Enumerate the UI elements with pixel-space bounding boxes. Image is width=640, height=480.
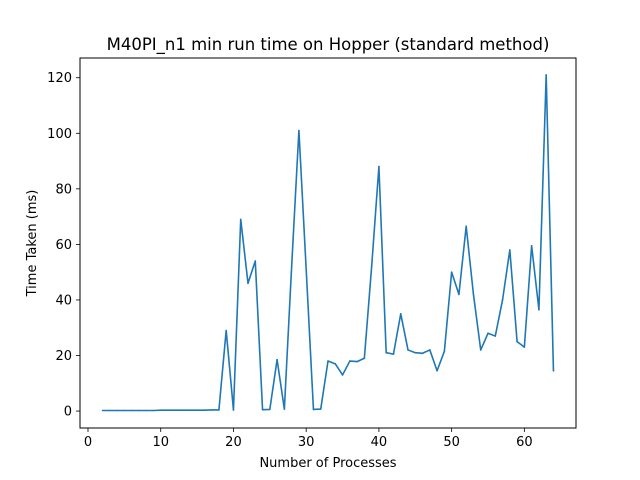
x-tick-label: 30 bbox=[298, 435, 315, 450]
data-point bbox=[305, 268, 307, 271]
y-tick-label: 0 bbox=[64, 405, 72, 420]
y-tick-label: 120 bbox=[47, 71, 72, 86]
data-point bbox=[261, 408, 264, 411]
data-point bbox=[392, 353, 395, 355]
data-point bbox=[159, 409, 162, 412]
data-point bbox=[138, 409, 140, 412]
x-tick-label: 0 bbox=[84, 435, 92, 450]
data-point bbox=[116, 409, 118, 412]
axes-frame bbox=[79, 57, 577, 429]
data-point bbox=[298, 129, 300, 132]
data-point bbox=[181, 409, 184, 412]
data-point bbox=[218, 409, 220, 411]
data-point bbox=[152, 409, 155, 412]
data-point bbox=[465, 225, 467, 228]
data-point bbox=[523, 346, 526, 348]
data-point bbox=[450, 271, 453, 273]
x-tick-label: 40 bbox=[371, 435, 388, 450]
chart-title: M40PI_n1 min run time on Hopper (standar… bbox=[107, 35, 550, 55]
data-point bbox=[290, 265, 293, 268]
data-point bbox=[196, 409, 198, 412]
data-point bbox=[385, 351, 387, 354]
data-point bbox=[530, 244, 533, 247]
data-point bbox=[516, 340, 518, 343]
data-point bbox=[247, 282, 249, 285]
data-point bbox=[174, 409, 177, 412]
data-point bbox=[210, 409, 213, 411]
series-line bbox=[102, 74, 555, 412]
x-axis-label: Number of Processes bbox=[259, 456, 396, 471]
y-tick-label: 60 bbox=[55, 238, 72, 253]
data-point bbox=[327, 360, 329, 362]
data-point bbox=[545, 74, 547, 76]
y-axis-label: Time Taken (ms) bbox=[25, 190, 40, 298]
data-point bbox=[436, 369, 438, 372]
data-point bbox=[254, 260, 257, 262]
x-tick-label: 50 bbox=[443, 435, 460, 450]
data-point bbox=[429, 349, 431, 351]
y-tick-label: 40 bbox=[55, 293, 72, 308]
data-point bbox=[494, 335, 497, 337]
data-point bbox=[407, 349, 409, 351]
data-point bbox=[363, 357, 366, 360]
data-point bbox=[501, 299, 504, 301]
data-point bbox=[479, 349, 482, 351]
data-point bbox=[167, 409, 169, 412]
y-tick-label: 80 bbox=[55, 182, 72, 197]
data-point bbox=[378, 165, 380, 168]
data-point bbox=[239, 218, 242, 221]
data-point bbox=[269, 408, 271, 411]
data-point bbox=[232, 409, 235, 411]
data-point bbox=[399, 313, 402, 315]
data-point bbox=[552, 369, 555, 372]
data-point bbox=[334, 363, 337, 365]
x-tick-label: 20 bbox=[225, 435, 242, 450]
data-point bbox=[145, 409, 147, 412]
data-point bbox=[538, 308, 540, 311]
x-tick-label: 60 bbox=[516, 435, 533, 450]
y-axis: 0 20 40 60 80 100 120 bbox=[47, 71, 80, 420]
data-point bbox=[414, 351, 417, 354]
x-axis: 0 10 20 30 40 50 60 bbox=[84, 428, 533, 450]
data-point bbox=[203, 409, 206, 412]
data-point bbox=[130, 409, 133, 412]
data-point bbox=[349, 360, 351, 362]
data-point bbox=[109, 409, 111, 412]
data-point bbox=[276, 358, 278, 361]
data-point bbox=[225, 329, 227, 332]
data-point bbox=[458, 293, 460, 296]
data-point bbox=[189, 409, 191, 412]
data-point bbox=[421, 352, 424, 355]
data-point bbox=[283, 408, 286, 410]
data-point bbox=[370, 265, 373, 268]
data-point bbox=[509, 249, 511, 251]
data-point bbox=[312, 408, 315, 411]
y-tick-label: 20 bbox=[55, 349, 72, 364]
data-point bbox=[101, 409, 104, 412]
data-point bbox=[443, 350, 446, 353]
x-tick-label: 10 bbox=[152, 435, 169, 450]
data-point bbox=[341, 374, 344, 376]
data-point bbox=[487, 332, 489, 335]
plot-area bbox=[101, 74, 555, 412]
data-point bbox=[356, 360, 358, 363]
data-point bbox=[123, 409, 126, 412]
y-tick-label: 100 bbox=[47, 127, 72, 142]
data-point bbox=[472, 293, 475, 296]
data-point bbox=[319, 408, 322, 410]
